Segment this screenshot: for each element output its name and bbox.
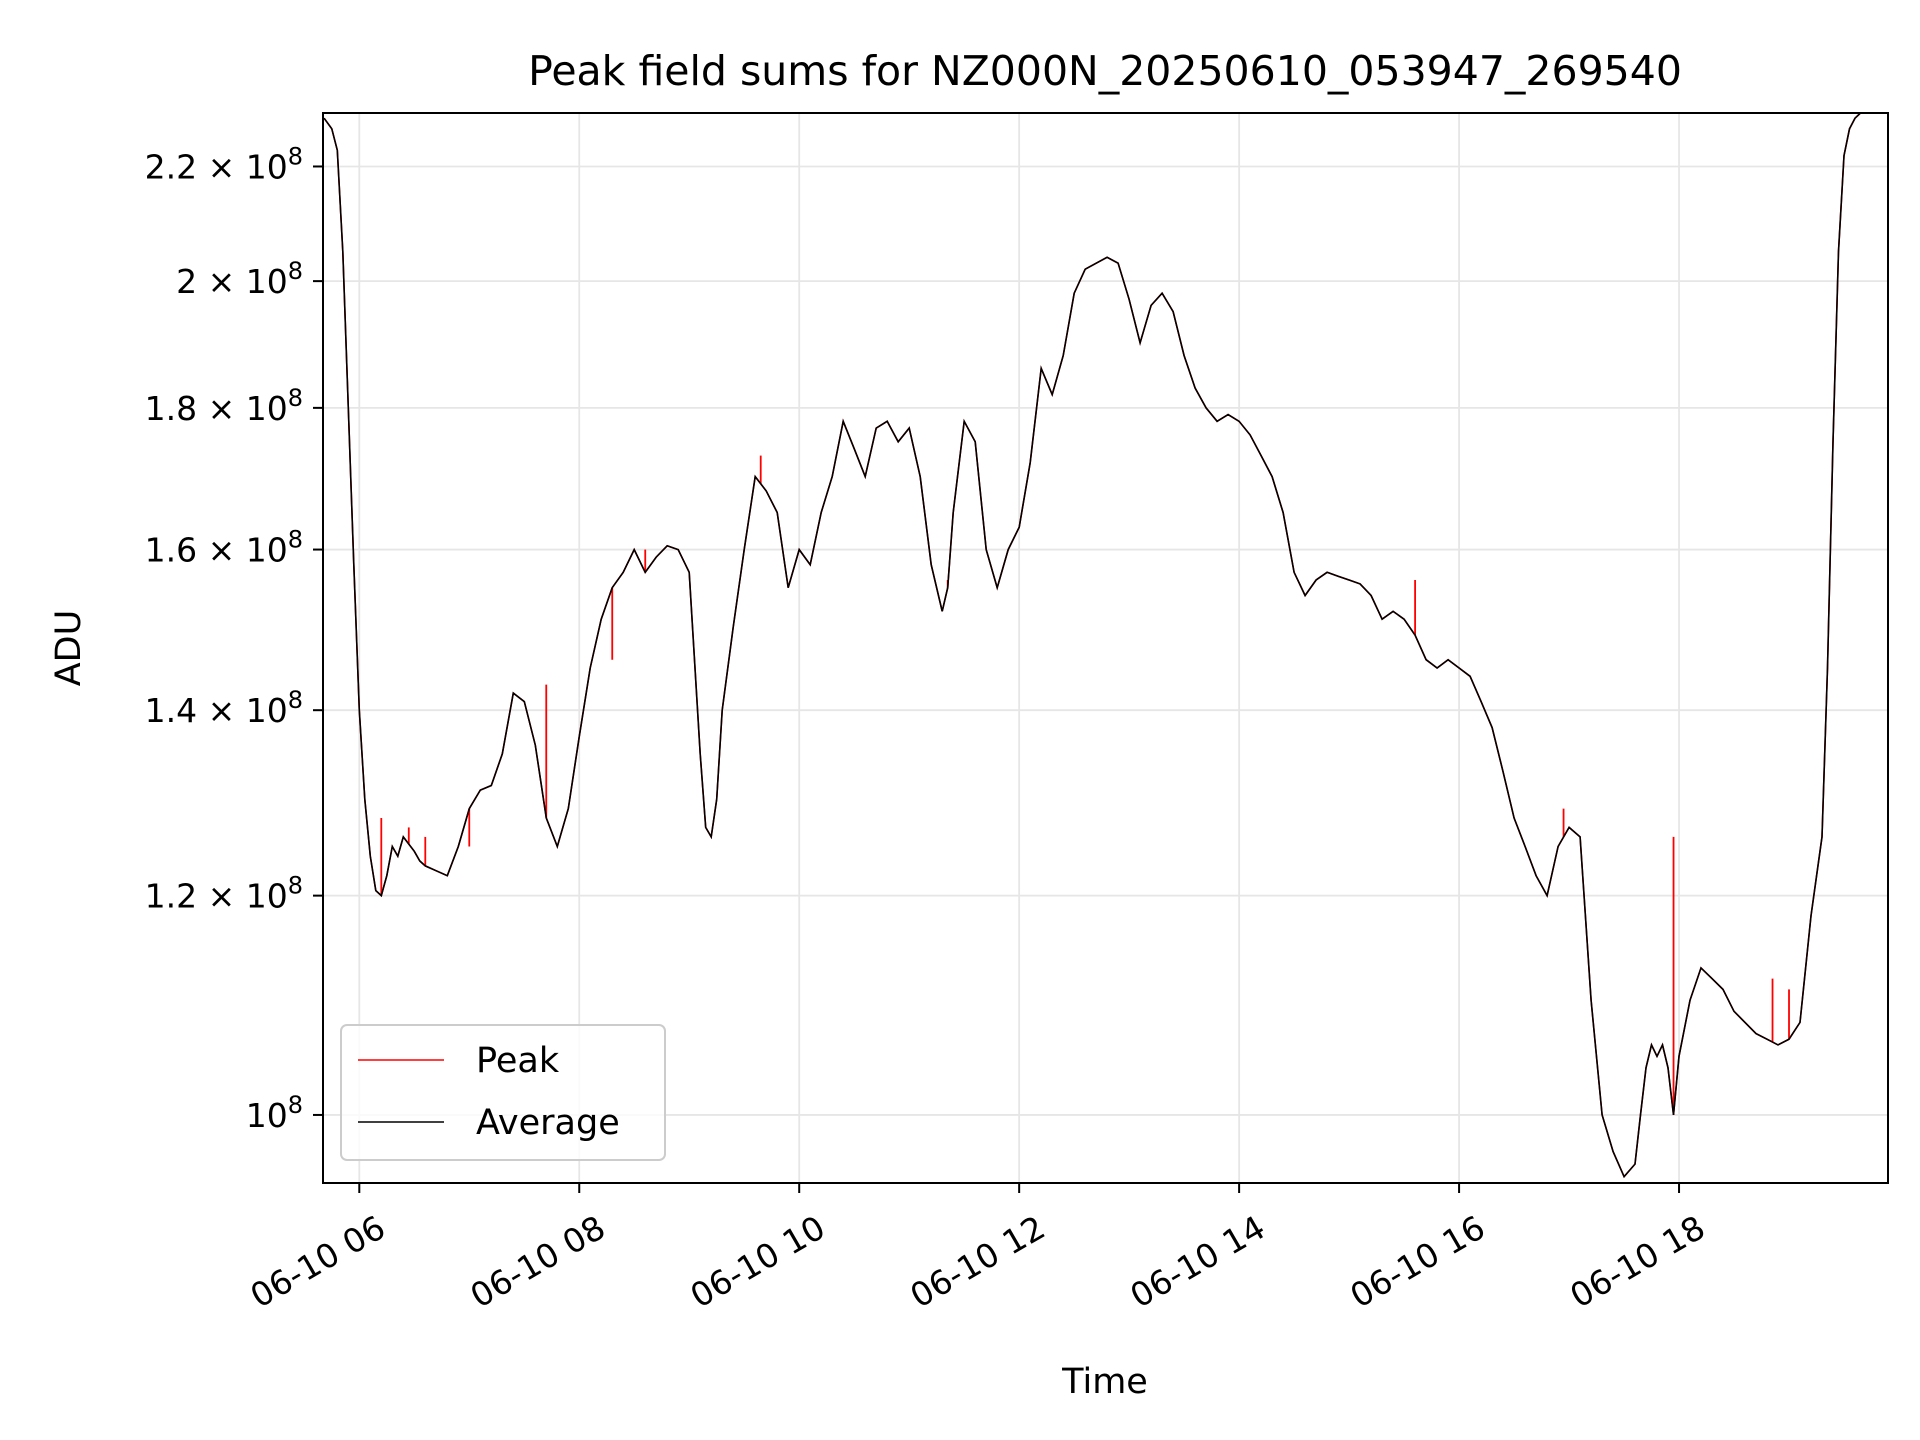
y-tick-label: 2.2 × 108 xyxy=(145,142,303,186)
chart-title: Peak field sums for NZ000N_20250610_0539… xyxy=(528,47,1682,95)
y-tick-label: 1.8 × 108 xyxy=(145,384,303,428)
legend-peak-label: Peak xyxy=(476,1041,560,1081)
y-tick-label: 1.6 × 108 xyxy=(145,526,303,570)
legend-average-label: Average xyxy=(476,1103,620,1143)
grid xyxy=(323,113,1888,1183)
legend-box xyxy=(340,1024,666,1161)
average-series-line xyxy=(323,112,1862,1179)
plot-frame xyxy=(322,112,1889,1184)
y-axis-label: ADU xyxy=(49,610,89,687)
legend: Peak Average xyxy=(340,1024,666,1161)
y-tick-label: 1.4 × 108 xyxy=(145,686,303,730)
plot-lines xyxy=(323,112,1862,1179)
y-tick-label: 108 xyxy=(246,1091,303,1135)
y-axis: 108 1.2 × 108 1.4 × 108 1.6 × 108 1.8 × 108 2… xyxy=(145,142,323,1135)
y-tick-label: 1.2 × 108 xyxy=(145,872,303,916)
x-axis-label: Time xyxy=(1061,1362,1148,1402)
y-tick-label: 2 × 108 xyxy=(176,257,303,301)
